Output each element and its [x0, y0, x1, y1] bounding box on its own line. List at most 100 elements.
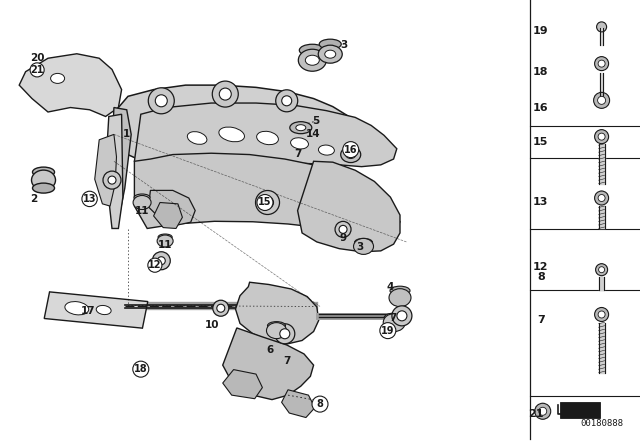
Text: 16: 16 [344, 145, 358, 155]
Polygon shape [602, 264, 607, 270]
Polygon shape [596, 129, 602, 137]
Polygon shape [602, 311, 607, 318]
Circle shape [598, 60, 605, 67]
Circle shape [108, 176, 116, 184]
Circle shape [276, 90, 298, 112]
Polygon shape [298, 161, 400, 252]
Ellipse shape [266, 323, 287, 339]
Text: 18: 18 [533, 67, 548, 77]
Polygon shape [95, 134, 116, 206]
Polygon shape [602, 198, 607, 205]
Polygon shape [602, 100, 609, 108]
Polygon shape [598, 206, 605, 228]
Polygon shape [599, 22, 604, 27]
Text: 17: 17 [81, 306, 95, 316]
Circle shape [220, 88, 231, 100]
Ellipse shape [188, 132, 207, 144]
Polygon shape [223, 328, 314, 400]
Polygon shape [596, 314, 602, 322]
Polygon shape [596, 22, 602, 27]
Circle shape [156, 95, 167, 107]
Ellipse shape [389, 289, 411, 307]
Polygon shape [600, 73, 603, 102]
Ellipse shape [65, 302, 89, 315]
Polygon shape [44, 292, 148, 328]
Circle shape [339, 225, 347, 233]
Polygon shape [598, 144, 605, 184]
Text: 15: 15 [533, 138, 548, 147]
Text: 3: 3 [356, 242, 364, 252]
Text: 3: 3 [340, 40, 348, 50]
Circle shape [280, 329, 290, 339]
Text: 9: 9 [339, 233, 347, 243]
Ellipse shape [340, 146, 361, 163]
Polygon shape [602, 27, 607, 31]
Polygon shape [543, 411, 550, 419]
Ellipse shape [133, 195, 151, 210]
Text: 14: 14 [307, 129, 321, 139]
Ellipse shape [33, 167, 54, 177]
Ellipse shape [390, 286, 410, 295]
Text: 6: 6 [266, 345, 274, 355]
Circle shape [598, 194, 605, 202]
Polygon shape [602, 92, 609, 100]
Text: 1: 1 [123, 129, 131, 139]
Polygon shape [134, 103, 397, 169]
Polygon shape [602, 22, 607, 27]
Text: 12: 12 [533, 262, 548, 271]
Ellipse shape [157, 235, 173, 247]
Polygon shape [596, 56, 602, 64]
Text: 7: 7 [283, 356, 291, 366]
Polygon shape [236, 282, 319, 344]
Text: 21: 21 [30, 65, 44, 75]
Text: 11: 11 [158, 240, 172, 250]
Polygon shape [602, 133, 607, 140]
FancyBboxPatch shape [560, 401, 600, 418]
Text: 4: 4 [387, 282, 394, 292]
Ellipse shape [31, 170, 56, 190]
Ellipse shape [291, 138, 308, 149]
Polygon shape [106, 114, 123, 228]
Text: 00180888: 00180888 [580, 419, 623, 428]
Text: 8: 8 [317, 399, 323, 409]
Polygon shape [595, 92, 602, 100]
Polygon shape [543, 403, 550, 411]
Ellipse shape [96, 306, 111, 314]
Circle shape [133, 361, 149, 377]
Text: 20: 20 [30, 53, 44, 63]
Polygon shape [596, 307, 602, 314]
Circle shape [380, 323, 396, 339]
Polygon shape [596, 60, 602, 67]
Circle shape [30, 63, 44, 77]
Polygon shape [602, 267, 607, 273]
Circle shape [152, 252, 170, 270]
Circle shape [598, 311, 605, 318]
Polygon shape [596, 267, 602, 273]
Text: 5: 5 [312, 116, 320, 126]
Text: 13: 13 [83, 194, 97, 204]
Ellipse shape [300, 44, 325, 56]
Ellipse shape [290, 122, 312, 134]
Ellipse shape [305, 55, 319, 65]
Polygon shape [595, 96, 602, 104]
Text: 16: 16 [533, 103, 548, 113]
Polygon shape [602, 191, 607, 198]
Circle shape [257, 194, 273, 211]
Text: 7: 7 [389, 313, 397, 323]
Polygon shape [536, 403, 543, 411]
Circle shape [275, 324, 295, 344]
Text: 19: 19 [533, 26, 548, 36]
Text: 11: 11 [135, 206, 149, 215]
Circle shape [262, 197, 273, 208]
Polygon shape [602, 96, 609, 104]
Text: 7: 7 [537, 315, 545, 325]
Polygon shape [596, 264, 602, 270]
Ellipse shape [51, 73, 65, 83]
Circle shape [312, 396, 328, 412]
Ellipse shape [353, 238, 374, 254]
Polygon shape [282, 390, 315, 418]
Circle shape [598, 267, 605, 273]
Circle shape [397, 311, 407, 321]
Polygon shape [148, 190, 195, 225]
Ellipse shape [158, 234, 172, 240]
